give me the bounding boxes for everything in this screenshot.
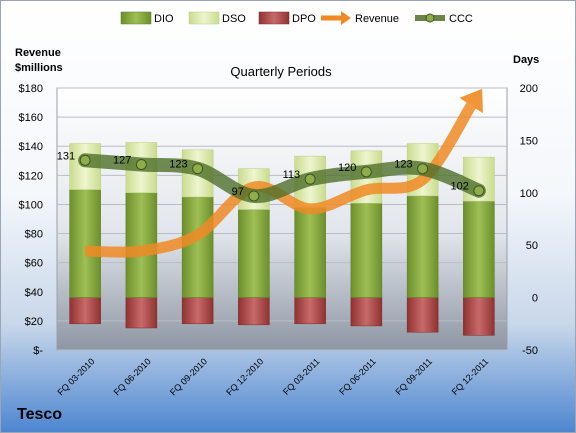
- ccc-data-label: 113: [283, 169, 301, 181]
- legend-label-revenue: Revenue: [355, 13, 399, 25]
- right-tick-label: 0: [532, 293, 538, 305]
- ccc-data-label: 127: [113, 155, 131, 167]
- category-label: FQ 12-2010: [224, 356, 265, 397]
- bar-dio: [463, 200, 495, 298]
- right-axis-title: Days: [513, 54, 539, 66]
- right-tick-label: 200: [520, 83, 538, 95]
- left-tick-label: $80: [25, 229, 43, 241]
- category-label: FQ 06-2010: [112, 356, 153, 397]
- bar-dpo: [294, 297, 326, 325]
- right-tick-label: -50: [522, 345, 538, 357]
- lines-layer: 131 127 123 97 113 120 123 102: [57, 88, 486, 258]
- bar-dio: [294, 207, 326, 298]
- bar-dio: [238, 209, 270, 298]
- category-label: FQ 09-2010: [168, 356, 209, 397]
- ccc-line: [78, 153, 486, 203]
- legend-label-dso: DSO: [222, 13, 246, 25]
- bar-dio: [181, 196, 214, 298]
- chart-title: Quarterly Periods: [230, 64, 332, 79]
- left-tick-label: $20: [25, 316, 43, 328]
- left-axis-title-line1: Revenue: [15, 47, 61, 59]
- category-label: FQ 03-2011: [281, 356, 322, 397]
- ccc-point: [304, 173, 316, 185]
- ccc-data-label: 102: [451, 181, 469, 193]
- left-tick-label: $180: [19, 83, 43, 95]
- ccc-data-label: 123: [169, 159, 187, 171]
- ccc-data-label: 120: [338, 162, 356, 174]
- left-tick-label: $160: [19, 112, 43, 124]
- revenue-arrowhead: [459, 88, 483, 114]
- bar-dio: [406, 195, 439, 298]
- bar-dpo: [181, 297, 214, 325]
- ccc-point: [135, 159, 147, 171]
- ccc-data-label: 97: [232, 186, 244, 198]
- ccc-data-label: 131: [57, 150, 75, 162]
- ccc-point: [79, 154, 91, 166]
- right-tick-label: 150: [520, 135, 538, 147]
- left-axis-title-line2: $millions: [15, 62, 63, 74]
- legend-arrowhead-revenue: [341, 11, 351, 25]
- category-label: FQ 09-2011: [393, 356, 434, 397]
- category-label: FQ 03-2010: [56, 356, 97, 397]
- legend-label-dpo: DPO: [292, 13, 316, 25]
- revenue-line: [85, 102, 476, 258]
- legend-marker-ccc: [425, 13, 435, 23]
- bar-dpo: [125, 297, 158, 329]
- ccc-point: [473, 185, 485, 197]
- legend: DIO DSO DPO Revenue CCC: [120, 11, 473, 25]
- category-label: FQ 06-2011: [337, 356, 378, 397]
- left-tick-label: $100: [19, 199, 43, 211]
- bar-dpo: [238, 297, 270, 326]
- plot-area: [56, 87, 508, 351]
- category-label: FQ 12-2011: [450, 356, 491, 397]
- ccc-point: [248, 190, 260, 202]
- right-tick-label: 100: [520, 188, 538, 200]
- bar-dio: [69, 189, 101, 298]
- left-tick-label: $40: [25, 287, 43, 299]
- right-tick-label: 50: [526, 240, 538, 252]
- legend-label-ccc: CCC: [449, 13, 473, 25]
- left-tick-label: $120: [19, 170, 43, 182]
- legend-swatch-dso: [188, 11, 220, 25]
- ccc-point: [417, 163, 429, 175]
- left-tick-label: $140: [19, 141, 43, 153]
- bar-dpo: [406, 297, 439, 333]
- legend-swatch-dpo: [258, 11, 290, 25]
- ccc-point: [192, 163, 204, 175]
- bar-dpo: [463, 297, 495, 336]
- ccc-point: [360, 166, 372, 178]
- legend-label-dio: DIO: [154, 13, 174, 25]
- bar-dio: [350, 203, 383, 298]
- left-tick-label: $60: [25, 258, 43, 270]
- ccc-data-label: 123: [394, 159, 412, 171]
- bar-dpo: [350, 297, 383, 327]
- left-tick-label: $-: [33, 345, 43, 357]
- company-name: Tesco: [17, 406, 63, 423]
- bar-dpo: [69, 297, 101, 325]
- legend-swatch-dio: [120, 11, 152, 25]
